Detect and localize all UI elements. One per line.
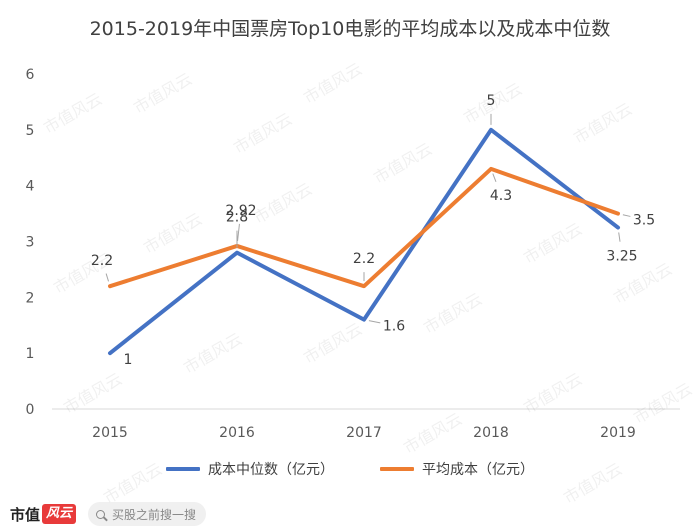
data-label-leader bbox=[237, 223, 240, 242]
chart-legend: 成本中位数（亿元） 平均成本（亿元） bbox=[0, 459, 700, 479]
brand-logo[interactable]: 市值 风云 bbox=[10, 504, 77, 525]
data-label-average: 2.92 bbox=[225, 203, 256, 219]
series-line-median bbox=[108, 127, 620, 356]
legend-label-average: 平均成本（亿元） bbox=[422, 462, 534, 478]
search-icon bbox=[96, 509, 106, 519]
logo-mark: 风云 bbox=[42, 504, 77, 524]
logo-text: 市值 bbox=[10, 505, 41, 524]
y-tick-label: 5 bbox=[26, 123, 35, 139]
y-tick-label: 3 bbox=[26, 235, 35, 251]
y-tick-label: 2 bbox=[26, 290, 35, 306]
data-label-median: 3.25 bbox=[606, 249, 637, 265]
legend-item-median: 成本中位数（亿元） bbox=[166, 459, 334, 479]
data-label-median: 1 bbox=[124, 352, 133, 368]
legend-label-median: 成本中位数（亿元） bbox=[208, 462, 334, 478]
x-tick-label: 2016 bbox=[219, 425, 255, 441]
search-input[interactable]: 买股之前搜一搜 bbox=[88, 502, 207, 526]
data-label-average: 2.2 bbox=[353, 251, 375, 267]
data-label-median: 2.8 bbox=[226, 210, 248, 226]
y-tick-label: 6 bbox=[26, 67, 35, 83]
data-label-median: 5 bbox=[487, 93, 496, 109]
data-label-leader bbox=[492, 173, 497, 183]
legend-swatch-median bbox=[166, 467, 200, 471]
data-label-average: 2.2 bbox=[91, 253, 113, 269]
search-placeholder: 买股之前搜一搜 bbox=[112, 507, 197, 522]
chart-title: 2015-2019年中国票房Top10电影的平均成本以及成本中位数 bbox=[89, 18, 611, 40]
x-tick-label: 2018 bbox=[473, 425, 509, 441]
series-line-average bbox=[108, 166, 620, 289]
x-tick-label: 2017 bbox=[346, 425, 382, 441]
data-label-leader bbox=[105, 273, 110, 282]
y-tick-label: 1 bbox=[26, 346, 35, 362]
legend-item-average: 平均成本（亿元） bbox=[380, 459, 534, 479]
data-label-leader bbox=[618, 232, 621, 242]
data-label-median: 1.6 bbox=[383, 319, 405, 335]
data-label-leader bbox=[368, 320, 381, 324]
legend-swatch-average bbox=[380, 467, 414, 471]
data-label-average: 3.5 bbox=[633, 213, 655, 229]
data-label-leader bbox=[622, 214, 631, 217]
x-tick-label: 2019 bbox=[600, 425, 636, 441]
y-tick-label: 0 bbox=[26, 402, 35, 418]
x-tick-label: 2015 bbox=[92, 425, 128, 441]
footer-bar: 市值 风云 买股之前搜一搜 bbox=[0, 496, 700, 532]
data-label-average: 4.3 bbox=[490, 188, 512, 204]
y-tick-label: 4 bbox=[26, 179, 35, 195]
